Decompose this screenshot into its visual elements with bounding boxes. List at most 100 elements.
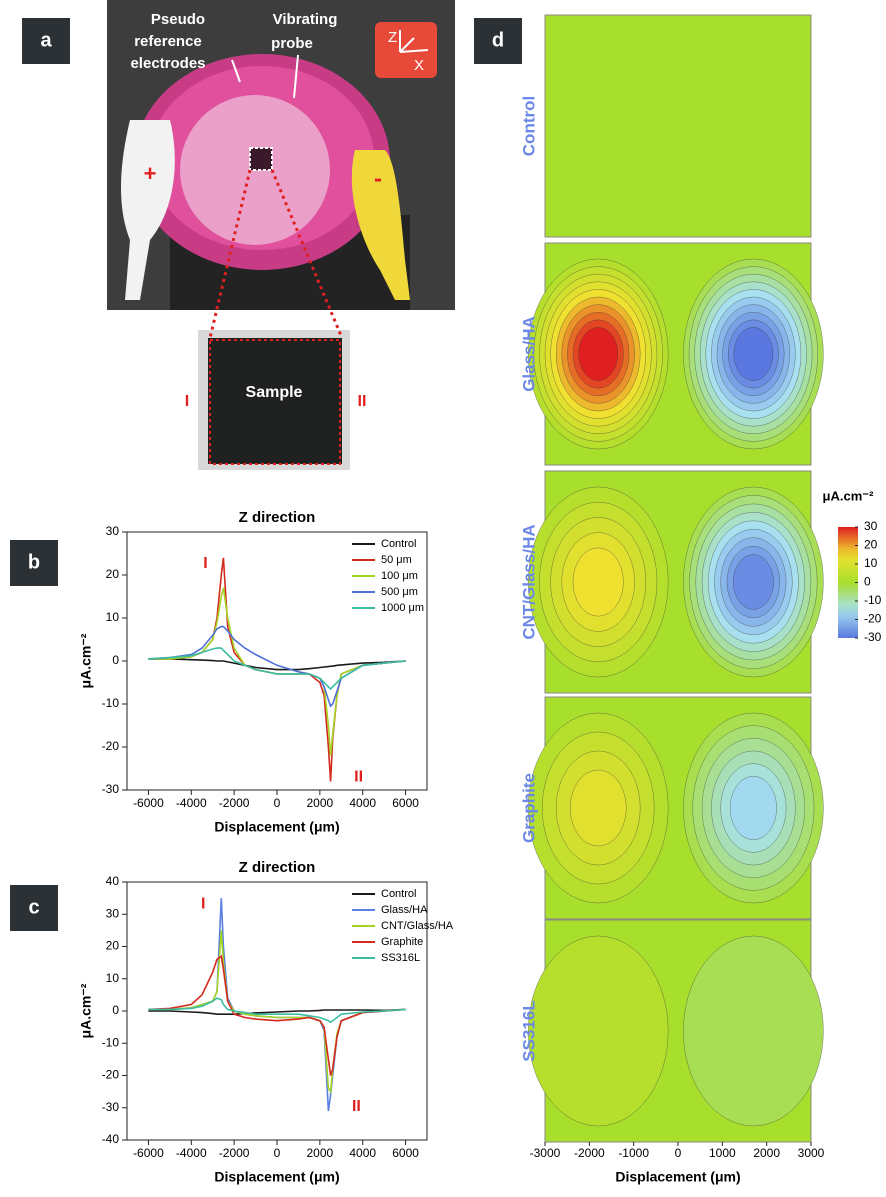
series-line — [148, 647, 406, 691]
colorbar-tick-label: -10 — [864, 593, 882, 607]
series-line — [148, 587, 406, 756]
legend-label: 50 μm — [381, 554, 412, 566]
contour-band — [569, 769, 627, 847]
x-tick-label: -2000 — [219, 796, 250, 810]
x-tick-label: -6000 — [133, 1146, 164, 1160]
contour-band — [527, 935, 669, 1127]
x-axis-label: Displacement (μm) — [615, 1169, 740, 1185]
probe-label: reference — [134, 33, 202, 50]
panel-label-box — [22, 18, 70, 64]
annotation: I — [203, 555, 207, 572]
row-label: SS316L — [519, 1000, 538, 1061]
photo — [107, 0, 455, 310]
legend-label: Control — [381, 888, 416, 900]
colorbar-tick-label: -20 — [864, 612, 882, 626]
pole: - — [374, 165, 382, 192]
y-tick-label: 40 — [106, 874, 120, 888]
axes-arrows — [399, 30, 429, 53]
y-tick-label: -10 — [102, 696, 120, 710]
panel-label-box — [474, 18, 522, 64]
axis-name: Z — [388, 29, 397, 46]
x-tick-label: 2000 — [753, 1146, 780, 1160]
y-tick-label: 0 — [112, 1003, 119, 1017]
x-tick-label: -4000 — [176, 796, 207, 810]
probe-label: Pseudo — [151, 11, 205, 28]
zoom-line — [208, 169, 252, 339]
panel-label-box — [10, 540, 58, 586]
contour-band — [729, 776, 777, 840]
legend-label: SS316L — [381, 952, 420, 964]
sample-photo — [198, 330, 350, 470]
y-tick-label: 30 — [106, 524, 120, 538]
axis-name: X — [414, 57, 424, 74]
colorbar — [838, 527, 858, 638]
x-tick-label: -6000 — [133, 796, 164, 810]
panel-label: b — [28, 551, 40, 573]
x-tick-label: 2000 — [307, 1146, 334, 1160]
x-tick-label: 3000 — [798, 1146, 825, 1160]
y-tick-label: 10 — [106, 971, 120, 985]
pole: + — [144, 161, 157, 186]
y-axis-label: μA.cm⁻² — [78, 983, 94, 1038]
row-label: Control — [519, 96, 538, 156]
pointer — [231, 59, 241, 83]
series-line — [148, 625, 406, 708]
legend-label: Graphite — [381, 936, 423, 948]
y-tick-label: 20 — [106, 939, 120, 953]
y-tick-label: 10 — [106, 610, 120, 624]
sample-label: Sample — [246, 384, 303, 401]
probe-label: Vibrating — [273, 11, 338, 28]
x-tick-label: 0 — [675, 1146, 682, 1160]
x-tick-label: -1000 — [618, 1146, 649, 1160]
series-line — [148, 658, 406, 671]
map-background — [544, 14, 812, 238]
annotation: II — [354, 769, 363, 786]
legend-label: 100 μm — [381, 570, 418, 582]
edge-label: II — [358, 393, 367, 410]
panel-label: d — [492, 29, 504, 51]
contour-band — [572, 547, 624, 617]
series-line — [148, 1008, 406, 1015]
contour-band — [732, 554, 774, 610]
x-tick-label: 4000 — [349, 1146, 376, 1160]
sample-outline — [209, 339, 341, 465]
annotation: I — [201, 895, 205, 912]
x-tick-label: 0 — [274, 796, 281, 810]
chart-title: Z direction — [239, 509, 316, 526]
panel-label: c — [28, 896, 39, 918]
legend-label: Control — [381, 538, 416, 550]
y-tick-label: 0 — [112, 653, 119, 667]
row-label: CNT/Glass/HA — [519, 524, 538, 639]
y-tick-label: 30 — [106, 906, 120, 920]
chart-title: Z direction — [239, 859, 316, 876]
y-tick-label: -20 — [102, 1068, 120, 1082]
colorbar-label: μA.cm⁻² — [823, 488, 875, 503]
row-label: Glass/HA — [519, 316, 538, 392]
clip-left — [121, 120, 175, 300]
panel-label-box — [10, 885, 58, 931]
zoom-line — [270, 169, 344, 339]
y-tick-label: 20 — [106, 567, 120, 581]
x-tick-label: 4000 — [349, 796, 376, 810]
contour-band — [683, 935, 824, 1127]
edge-label: I — [185, 393, 189, 410]
axes-icon — [375, 22, 437, 78]
x-tick-label: -2000 — [219, 1146, 250, 1160]
colorbar-tick-label: -30 — [864, 630, 882, 644]
y-tick-label: -30 — [102, 1100, 120, 1114]
contour-band — [733, 327, 774, 381]
x-tick-label: -2000 — [574, 1146, 605, 1160]
x-axis-label: Displacement (μm) — [214, 1169, 339, 1185]
legend-label: CNT/Glass/HA — [381, 920, 454, 932]
x-tick-label: 0 — [274, 1146, 281, 1160]
x-tick-label: 6000 — [392, 1146, 419, 1160]
sample-plate — [208, 338, 342, 464]
clip-right — [351, 150, 410, 300]
probe-label: probe — [271, 35, 313, 52]
sample-square — [249, 147, 273, 171]
legend-label: 1000 μm — [381, 602, 424, 614]
series-line — [148, 954, 406, 1076]
y-tick-label: -10 — [102, 1035, 120, 1049]
probe-label: electrodes — [130, 55, 205, 72]
